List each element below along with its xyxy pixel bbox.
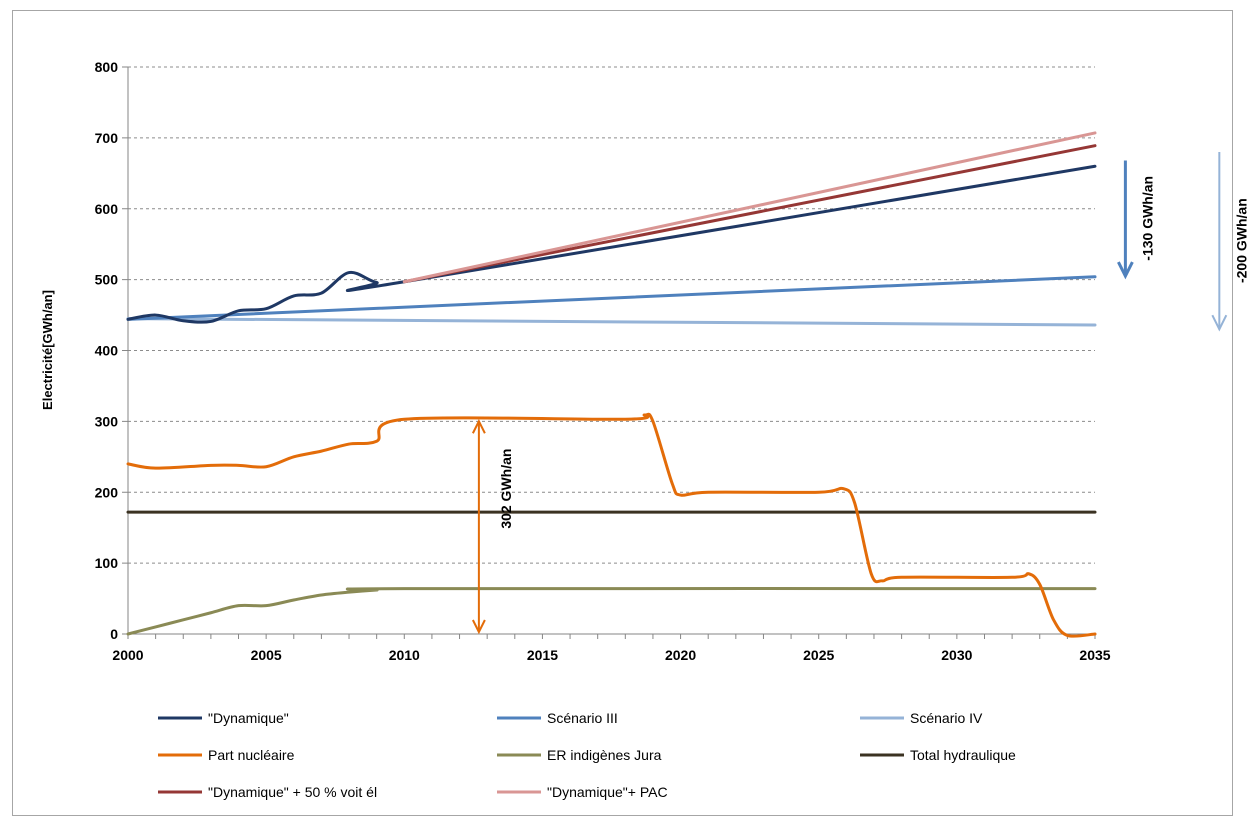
annotation-label-302: 302 GWh/an [498, 449, 514, 529]
series-line-4 [126, 587, 1097, 636]
series-line-7 [402, 131, 1097, 284]
legend-label: "Dynamique"+ PAC [547, 784, 668, 800]
x-tick-label: 2035 [1079, 647, 1110, 663]
x-tick-label: 2010 [389, 647, 420, 663]
annotation-arrowhead-2 [1211, 314, 1228, 332]
legend-label: Part nucléaire [208, 747, 295, 763]
gridlines [128, 66, 1095, 564]
annotation-label-2: -200 GWh/an [1233, 198, 1247, 283]
y-tick-label: 500 [95, 272, 119, 288]
legend-label: Total hydraulique [910, 747, 1016, 763]
x-tick-label: 2025 [803, 647, 834, 663]
series-line-2 [126, 317, 1097, 327]
legend-label: Scénario III [547, 710, 618, 726]
annotation-arrowhead-1 [1117, 261, 1134, 280]
y-tick-label: 400 [95, 343, 119, 359]
chart-frame [12, 10, 1233, 816]
legend-label: "Dynamique" + 50 % voit él [208, 784, 377, 800]
y-tick-label: 100 [95, 555, 119, 571]
x-tick-label: 2020 [665, 647, 696, 663]
x-tick-label: 2015 [527, 647, 558, 663]
annotation-label-1: -130 GWh/an [1139, 176, 1155, 261]
y-tick-label: 800 [95, 59, 119, 75]
annotations: 302 GWh/an -130 GWh/an -200 GWh/an [471, 152, 1247, 635]
series-line-1 [126, 275, 1097, 321]
legend-label: "Dynamique" [208, 710, 289, 726]
y-tick-label: 700 [95, 130, 119, 146]
annotation-arrowhead-top [471, 419, 486, 434]
y-tick-label: 0 [110, 626, 118, 642]
legend-label: ER indigènes Jura [547, 747, 662, 763]
legend-label: Scénario IV [910, 710, 983, 726]
x-tick-label: 2030 [941, 647, 972, 663]
series-line-6 [402, 144, 1097, 284]
series-line-3 [126, 412, 1097, 638]
y-tick-label: 300 [95, 413, 119, 429]
annotation-arrowhead-bottom [471, 619, 486, 635]
x-tick-label: 2005 [251, 647, 282, 663]
legend: "Dynamique" Scénario III Scénario IV Part n… [158, 710, 1016, 800]
y-tick-label: 200 [95, 484, 119, 500]
series [126, 131, 1097, 638]
axes: 0 100 200 300 400 500 600 700 800 2000 2005 2010 201… [95, 59, 1111, 663]
y-axis-label: Electricité[GWh/an] [40, 290, 55, 410]
series-line-0 [126, 164, 1097, 324]
y-tick-label: 600 [95, 201, 119, 217]
x-tick-label: 2000 [112, 647, 143, 663]
